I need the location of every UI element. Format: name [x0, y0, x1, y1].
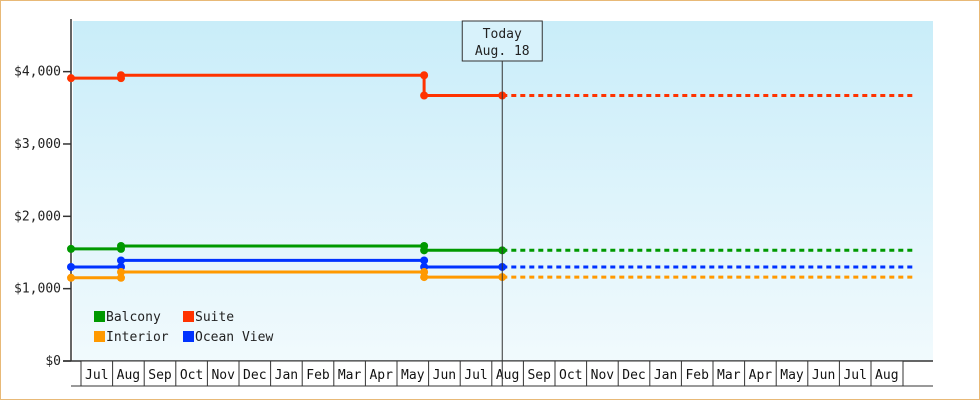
data-point-ocean-view: [420, 256, 429, 265]
y-tick-label: $3,000: [14, 137, 61, 152]
month-label: Sep: [148, 368, 172, 383]
data-point-interior: [420, 273, 429, 282]
data-point-balcony: [420, 246, 429, 255]
month-label: Jan: [654, 368, 677, 383]
month-label: Feb: [306, 368, 330, 383]
month-label: Jul: [85, 368, 108, 383]
data-point-balcony: [67, 244, 75, 253]
month-label: Feb: [685, 368, 709, 383]
series-line-suite: [71, 73, 503, 97]
data-point-suite: [420, 91, 429, 100]
month-label: Oct: [180, 368, 203, 383]
y-tick-label: $1,000: [14, 282, 61, 297]
y-tick-label: $4,000: [14, 65, 61, 80]
month-label: Sep: [527, 368, 551, 383]
month-label: Jul: [843, 368, 866, 383]
legend-label-suite: Suite: [195, 310, 234, 325]
data-point-suite: [67, 74, 75, 83]
data-point-balcony: [117, 241, 125, 250]
month-label: Aug: [117, 368, 140, 383]
month-label: Jan: [275, 368, 298, 383]
month-label: Jun: [812, 368, 835, 383]
data-point-ocean-view: [117, 256, 125, 265]
month-label: Oct: [559, 368, 582, 383]
y-tick-label: $0: [45, 354, 61, 369]
data-point-suite: [117, 71, 125, 80]
month-label: Dec: [243, 368, 266, 383]
legend-swatch-balcony: [94, 311, 105, 322]
today-label: Today: [483, 27, 522, 42]
legend-label-ocean-view: Ocean View: [195, 330, 273, 345]
month-label: May: [780, 368, 804, 383]
month-label: Aug: [875, 368, 898, 383]
month-label: Aug: [496, 368, 519, 383]
legend-label-interior: Interior: [106, 330, 169, 345]
data-point-interior: [117, 268, 125, 277]
today-box: [461, 20, 543, 62]
month-label: Dec: [622, 368, 645, 383]
legend-swatch-interior: [94, 331, 105, 342]
series-line-balcony: [71, 244, 503, 252]
month-label: Nov: [591, 368, 615, 383]
data-point-ocean-view: [67, 262, 75, 271]
series-line-interior: [71, 270, 503, 280]
month-label: Mar: [717, 368, 741, 383]
legend-label-balcony: Balcony: [106, 310, 161, 325]
data-point-interior: [67, 273, 75, 282]
month-label: Jul: [464, 368, 487, 383]
data-point-interior: [117, 273, 125, 282]
plot-background: [73, 21, 933, 361]
month-label: Apr: [749, 368, 773, 383]
month-label: Jun: [433, 368, 456, 383]
today-date: Aug. 18: [475, 44, 530, 59]
legend-swatch-ocean-view: [183, 331, 194, 342]
y-tick-label: $2,000: [14, 209, 61, 224]
legend-swatch-suite: [183, 311, 194, 322]
month-label: Nov: [211, 368, 235, 383]
month-label: Mar: [338, 368, 362, 383]
series-line-ocean-view: [71, 258, 503, 269]
month-label: Apr: [369, 368, 393, 383]
data-point-suite: [420, 71, 429, 80]
month-label: May: [401, 368, 425, 383]
